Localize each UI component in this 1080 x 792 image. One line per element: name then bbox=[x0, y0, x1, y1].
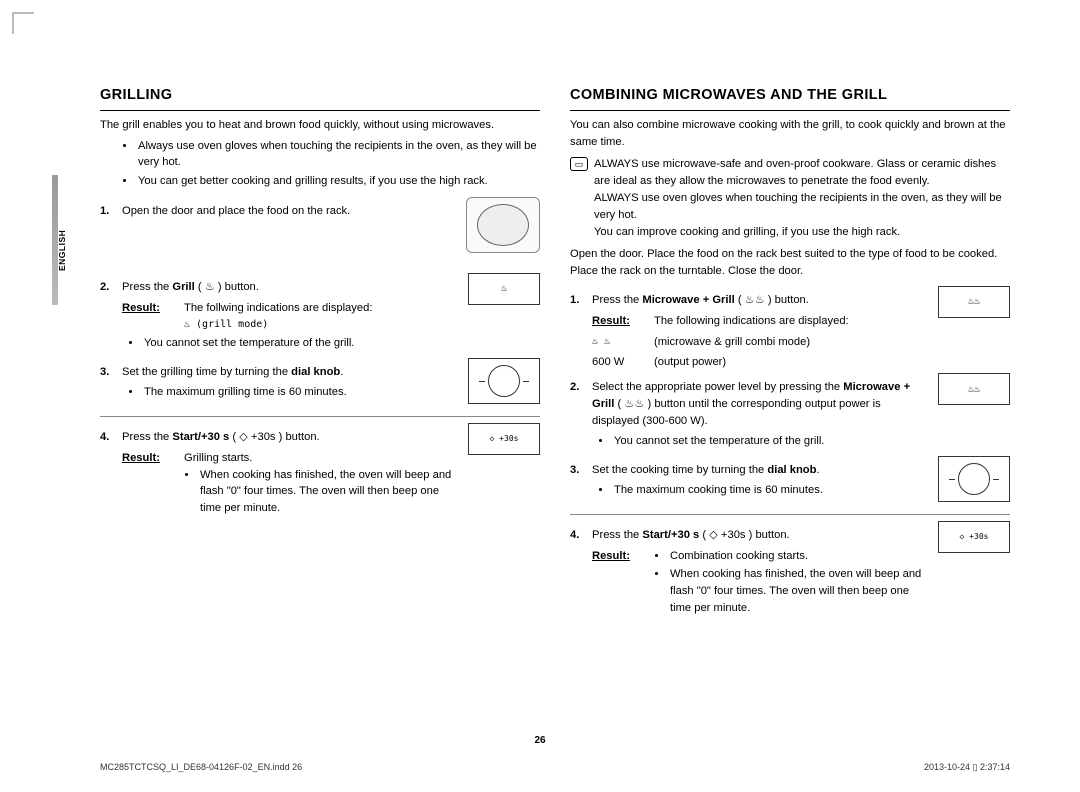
combining-intro: You can also combine microwave cooking w… bbox=[570, 117, 1010, 151]
list-item: You cannot set the temperature of the gr… bbox=[142, 335, 458, 352]
pre-step-text: Open the door. Place the food on the rac… bbox=[570, 246, 1010, 280]
grilling-intro: The grill enables you to heat and brown … bbox=[100, 117, 540, 134]
language-tab: ENGLISH bbox=[58, 175, 72, 305]
list-item: When cooking has finished, the oven will… bbox=[198, 467, 458, 517]
note-block: ▭ ALWAYS use microwave-safe and oven-pro… bbox=[570, 156, 1010, 240]
footer-file: MC285TCTCSQ_LI_DE68-04126F-02_EN.indd 26 bbox=[100, 761, 302, 775]
combi-mode-icon: ♨ ♨ bbox=[592, 334, 642, 351]
footer-date: 2013-10-24 ▯ 2:37:14 bbox=[924, 761, 1010, 775]
dial-figure bbox=[938, 456, 1010, 502]
result-label: Result: bbox=[592, 548, 642, 622]
step-1: 1. Press the Microwave + Grill ( ♨♨ ) bu… bbox=[570, 292, 928, 371]
result-label: Result: bbox=[122, 300, 172, 332]
heading-combining: COMBINING MICROWAVES AND THE GRILL bbox=[570, 85, 1010, 111]
list-item: You cannot set the temperature of the gr… bbox=[612, 433, 928, 450]
list-item: Always use oven gloves when touching the… bbox=[136, 138, 540, 172]
grilling-intro-bullets: Always use oven gloves when touching the… bbox=[100, 138, 540, 190]
page-number: 26 bbox=[0, 733, 1080, 748]
display-figure: ◇ +30s bbox=[938, 521, 1010, 553]
display-figure: ♨♨ bbox=[938, 286, 1010, 318]
list-item: The maximum grilling time is 60 minutes. bbox=[142, 384, 458, 401]
result-label: Result: bbox=[592, 313, 642, 330]
language-label: ENGLISH bbox=[56, 257, 69, 271]
step-4: 4. Press the Start/+30 s ( ◇ +30s ) butt… bbox=[570, 527, 928, 622]
step-1: 1. Open the door and place the food on t… bbox=[100, 203, 456, 220]
appliance-illustration bbox=[466, 197, 540, 253]
display-figure: ◇ +30s bbox=[468, 423, 540, 455]
left-column: GRILLING The grill enables you to heat a… bbox=[100, 85, 540, 680]
footer: MC285TCTCSQ_LI_DE68-04126F-02_EN.indd 26… bbox=[100, 761, 1010, 775]
step-3: 3. Set the grilling time by turning the … bbox=[100, 364, 458, 406]
grill-mode-icon: ♨ (grill mode) bbox=[184, 317, 458, 332]
note-icon: ▭ bbox=[570, 157, 588, 171]
heading-grilling: GRILLING bbox=[100, 85, 540, 111]
list-item: Combination cooking starts. bbox=[668, 548, 928, 565]
display-figure: ♨♨ bbox=[938, 373, 1010, 405]
result-label: Result: bbox=[122, 450, 172, 522]
step-2: 2. Select the appropriate power level by… bbox=[570, 379, 928, 454]
right-column: COMBINING MICROWAVES AND THE GRILL You c… bbox=[570, 85, 1010, 680]
step-3: 3. Set the cooking time by turning the d… bbox=[570, 462, 928, 504]
display-figure: ♨ bbox=[468, 273, 540, 305]
step-4: 4. Press the Start/+30 s ( ◇ +30s ) butt… bbox=[100, 429, 458, 522]
list-item: You can get better cooking and grilling … bbox=[136, 173, 540, 190]
dial-figure bbox=[468, 358, 540, 404]
list-item: When cooking has finished, the oven will… bbox=[668, 566, 928, 616]
list-item: The maximum cooking time is 60 minutes. bbox=[612, 482, 928, 499]
step-2: 2. Press the Grill ( ♨ ) button. Result:… bbox=[100, 279, 458, 356]
